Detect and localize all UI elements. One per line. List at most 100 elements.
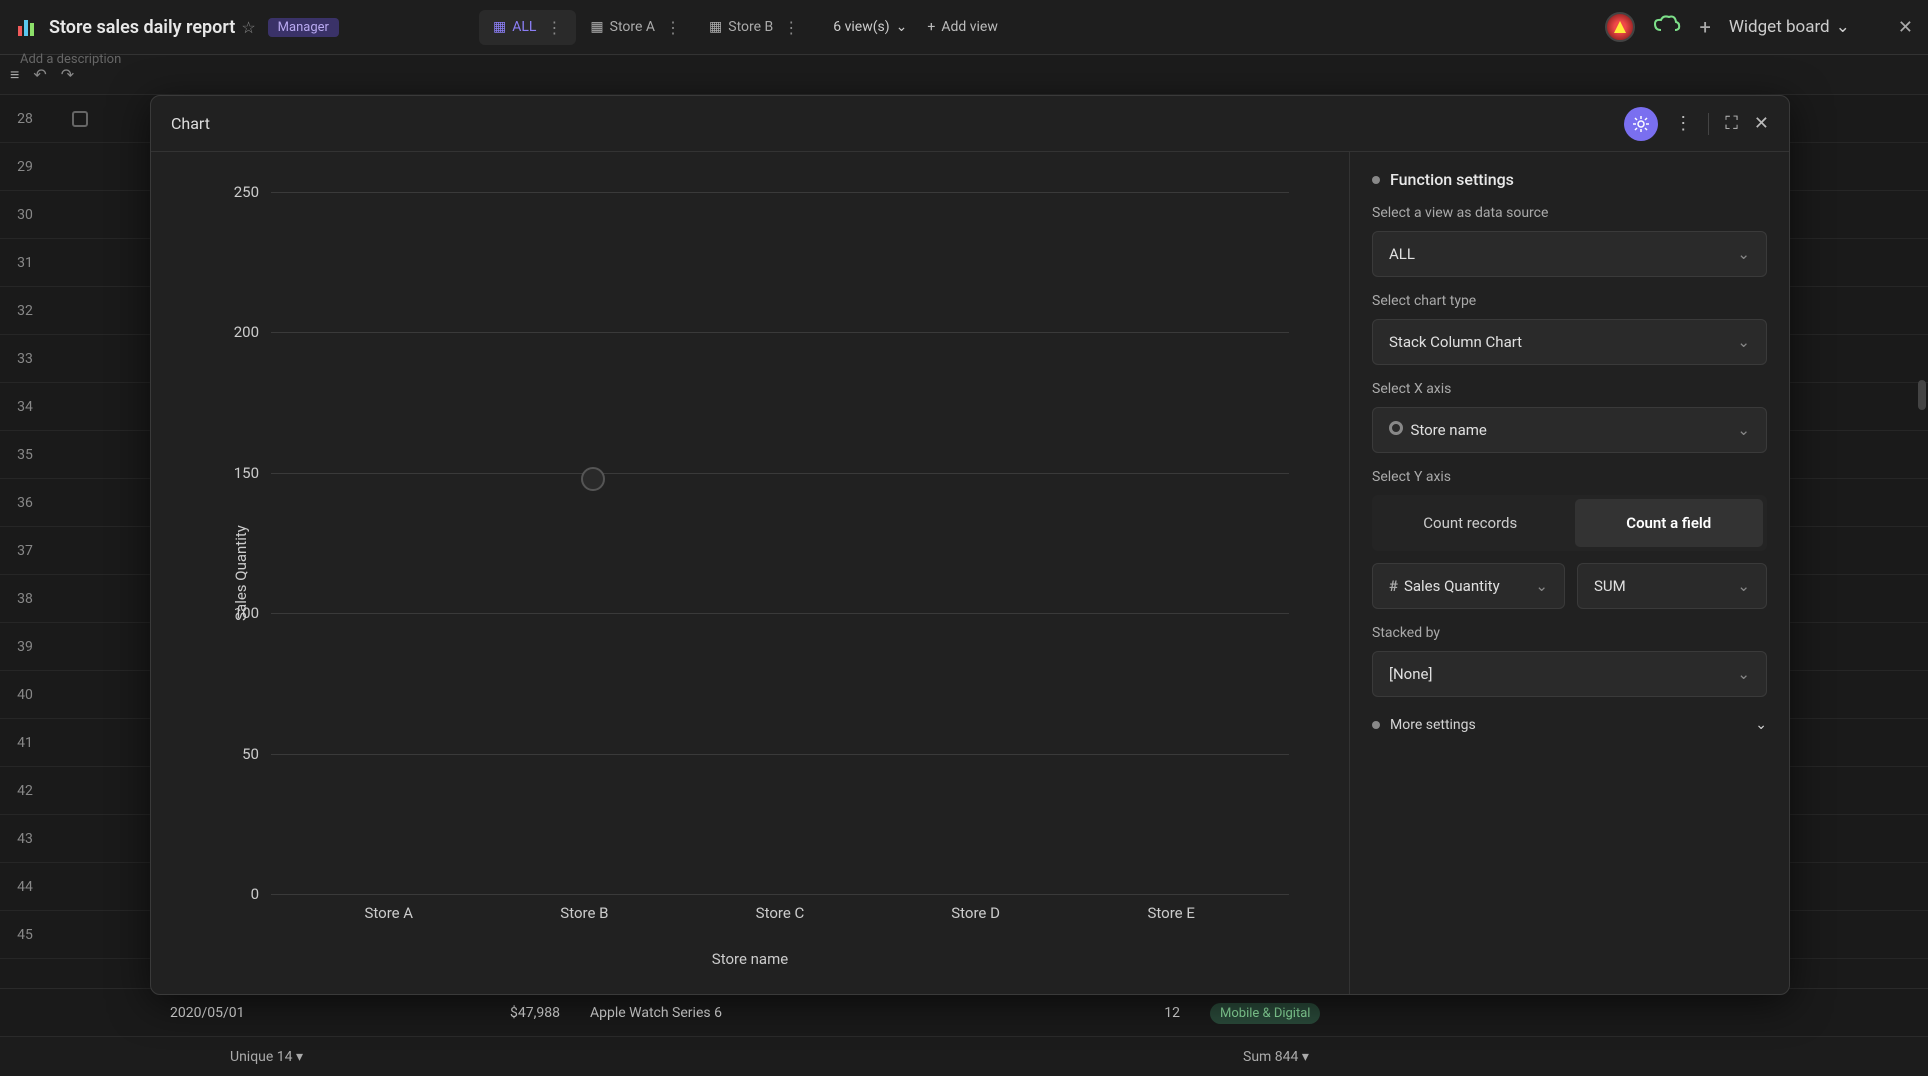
section-title: Function settings xyxy=(1390,170,1514,189)
view-count-label: 6 view(s) xyxy=(833,19,889,35)
modal-title: Chart xyxy=(171,114,210,133)
bar-category-label: Store B xyxy=(560,904,608,922)
y-axis-toggle: Count records Count a field xyxy=(1372,495,1767,551)
cell-amount: $47,988 xyxy=(360,1005,590,1021)
row-number: 35 xyxy=(0,447,50,463)
data-source-dropdown[interactable]: ALL ⌄ xyxy=(1372,231,1767,277)
x-axis-dropdown[interactable]: Store name ⌄ xyxy=(1372,407,1767,453)
chevron-down-icon: ⌄ xyxy=(896,19,908,35)
scrollbar-thumb[interactable] xyxy=(1918,380,1926,410)
settings-panel: Function settings Select a view as data … xyxy=(1349,152,1789,994)
grid-line xyxy=(271,754,1289,755)
grid-line xyxy=(271,894,1289,895)
chevron-down-icon: ⌄ xyxy=(1535,577,1548,595)
chevron-down-icon: ⌄ xyxy=(1755,717,1767,733)
chevron-down-icon: ⌄ xyxy=(1836,17,1850,37)
divider xyxy=(1708,113,1709,135)
chevron-down-icon: ⌄ xyxy=(1737,333,1750,351)
x-axis-value: Store name xyxy=(1410,421,1486,439)
chart-area: Sales Quantity Store name Store AStore B… xyxy=(151,152,1349,994)
row-number: 29 xyxy=(0,159,50,175)
dropdown-value: Stack Column Chart xyxy=(1389,333,1522,351)
row-number: 43 xyxy=(0,831,50,847)
view-count[interactable]: 6 view(s) ⌄ xyxy=(833,19,907,35)
row-number: 44 xyxy=(0,879,50,895)
chart-modal: Chart ⋮ ⛶ ✕ Sales Quantity Store name St… xyxy=(150,95,1790,995)
star-icon[interactable]: ☆ xyxy=(241,18,255,37)
tab-more-icon[interactable]: ⋮ xyxy=(783,18,799,37)
bullet-icon xyxy=(1372,721,1380,729)
chevron-down-icon: ⌄ xyxy=(1737,665,1750,683)
y-field-row: #Sales Quantity ⌄ SUM ⌄ xyxy=(1372,563,1767,609)
table-row[interactable]: 2020/05/01 $47,988 Apple Watch Series 6 … xyxy=(0,988,1928,1036)
row-number: 41 xyxy=(0,735,50,751)
plus-icon: + xyxy=(927,19,935,35)
hash-icon: # xyxy=(1389,577,1398,595)
close-panel-icon[interactable]: ✕ xyxy=(1898,17,1913,38)
more-icon[interactable]: ⋮ xyxy=(1674,113,1692,134)
field-label: Select X axis xyxy=(1372,381,1767,397)
row-number: 38 xyxy=(0,591,50,607)
hamburger-icon[interactable]: ≡ xyxy=(10,65,19,85)
header-right: + Widget board ⌄ ✕ xyxy=(1605,12,1913,42)
close-icon[interactable]: ✕ xyxy=(1754,113,1769,134)
y-tick-label: 50 xyxy=(242,745,259,763)
cell-date: 2020/05/01 xyxy=(80,1005,360,1021)
doc-icon xyxy=(15,15,39,39)
tab-label: Store B xyxy=(728,19,773,35)
tab-label: Store A xyxy=(610,19,655,35)
field-label: Stacked by xyxy=(1372,625,1767,641)
settings-gear-icon[interactable] xyxy=(1624,107,1658,141)
plot-region: Store AStore BStore CStore DStore E 0501… xyxy=(271,192,1289,894)
manager-badge: Manager xyxy=(268,18,339,37)
tab-all[interactable]: ▦ ALL ⋮ xyxy=(479,10,576,45)
widget-board-label: Widget board xyxy=(1729,17,1830,37)
field-label: Select a view as data source xyxy=(1372,205,1767,221)
add-button[interactable]: + xyxy=(1699,15,1710,39)
grid-line xyxy=(271,613,1289,614)
x-axis-label: Store name xyxy=(712,950,788,968)
bar-category-label: Store E xyxy=(1147,904,1194,922)
modal-header-actions: ⋮ ⛶ ✕ xyxy=(1624,107,1769,141)
redo-icon[interactable]: ↷ xyxy=(61,65,74,84)
tab-store-a[interactable]: ▦ Store A ⋮ xyxy=(576,10,695,45)
widget-board-dropdown[interactable]: Widget board ⌄ xyxy=(1729,17,1850,37)
sync-cloud-icon[interactable] xyxy=(1653,14,1681,40)
undo-icon[interactable]: ↶ xyxy=(33,65,46,84)
row-number: 28 xyxy=(0,111,50,127)
tab-bar: ▦ ALL ⋮ ▦ Store A ⋮ ▦ Store B ⋮ 6 view(s… xyxy=(479,10,998,45)
tab-more-icon[interactable]: ⋮ xyxy=(546,18,562,37)
description-placeholder[interactable]: Add a description xyxy=(20,52,121,67)
footer-unique[interactable]: Unique 14 ▾ xyxy=(230,1049,303,1065)
field-label: Select Y axis xyxy=(1372,469,1767,485)
select-all-checkbox[interactable] xyxy=(60,95,100,143)
expand-icon[interactable]: ⛶ xyxy=(1725,113,1738,134)
section-function-settings: Function settings xyxy=(1372,170,1767,189)
cursor-indicator xyxy=(581,467,605,491)
add-view-button[interactable]: + Add view xyxy=(927,19,997,35)
tab-more-icon[interactable]: ⋮ xyxy=(665,18,681,37)
chart-type-dropdown[interactable]: Stack Column Chart ⌄ xyxy=(1372,319,1767,365)
footer-sum[interactable]: Sum 844 ▾ xyxy=(1243,1049,1309,1065)
row-number: 42 xyxy=(0,783,50,799)
row-number: 39 xyxy=(0,639,50,655)
y-field-dropdown[interactable]: #Sales Quantity ⌄ xyxy=(1372,563,1565,609)
toggle-count-field[interactable]: Count a field xyxy=(1575,499,1764,547)
grid-line xyxy=(271,192,1289,193)
cell-tag: Mobile & Digital xyxy=(1210,1005,1320,1021)
stacked-dropdown[interactable]: [None] ⌄ xyxy=(1372,651,1767,697)
grid-icon: ▦ xyxy=(590,19,603,35)
more-settings-row[interactable]: More settings ⌄ xyxy=(1372,717,1767,733)
y-agg-dropdown[interactable]: SUM ⌄ xyxy=(1577,563,1767,609)
app-logo-icon[interactable] xyxy=(1605,12,1635,42)
more-settings-label: More settings xyxy=(1390,717,1476,733)
chevron-down-icon: ⌄ xyxy=(1737,421,1750,439)
row-number: 30 xyxy=(0,207,50,223)
toggle-count-records[interactable]: Count records xyxy=(1376,499,1565,547)
bar-category-label: Store A xyxy=(364,904,413,922)
tab-store-b[interactable]: ▦ Store B ⋮ xyxy=(695,10,813,45)
row-number: 45 xyxy=(0,927,50,943)
grid-line xyxy=(271,332,1289,333)
grid-icon: ▦ xyxy=(493,19,506,35)
grid-line xyxy=(271,473,1289,474)
